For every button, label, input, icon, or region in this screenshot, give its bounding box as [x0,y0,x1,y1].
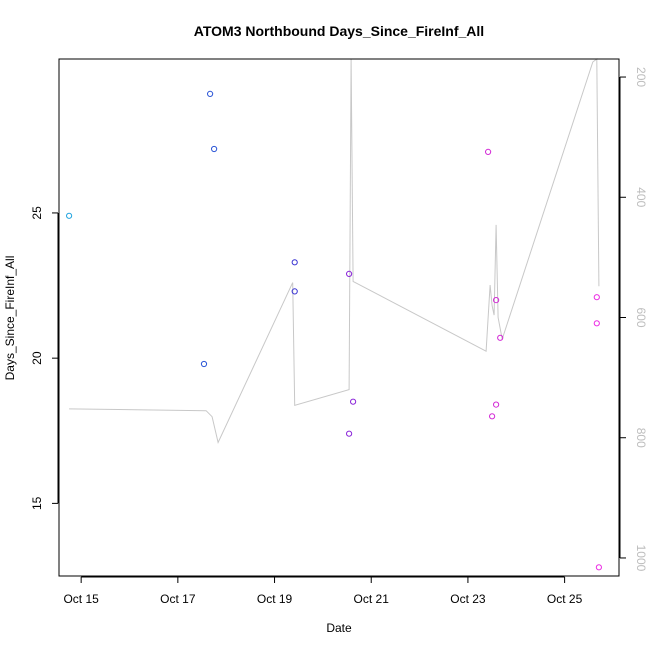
x-tick-label: Oct 17 [160,592,196,606]
data-point [350,398,357,405]
y-axis-label: Days_Since_FireInf_All [3,256,17,381]
x-tick-label: Oct 15 [63,592,99,606]
y2-tick-label: 800 [634,428,648,448]
y-tick-label: 15 [30,496,44,510]
plot-frame [58,58,620,577]
data-point [595,564,603,571]
chart-title: ATOM3 Northbound Days_Since_FireInf_All [194,23,484,39]
data-point [66,212,73,219]
data-point [493,401,500,408]
axes: Oct 15 Oct 17 Oct 19 Oct 21 Oct 23 Oct 25 15 20… [30,67,648,606]
y2-tick-label: 400 [634,187,648,207]
y-tick-label: 25 [30,206,44,220]
scatter-points [66,90,603,571]
y-tick-label: 20 [30,351,44,365]
data-point [489,413,496,420]
x-tick-label: Oct 19 [257,592,293,606]
data-point [497,334,504,341]
x-axis-label: Date [326,621,352,635]
data-point [211,145,218,153]
y2-tick-label: 600 [634,307,648,327]
x-tick-label: Oct 23 [450,592,486,606]
data-point [200,360,208,368]
data-point [593,294,600,301]
data-point [593,320,600,327]
y2-tick-label: 1000 [634,545,648,572]
data-point [493,297,500,304]
data-point [291,288,298,295]
data-point [207,90,214,98]
x-tick-label: Oct 21 [354,592,390,606]
data-point [346,270,353,277]
data-point [346,430,353,437]
data-point [291,259,298,266]
y2-tick-label: 200 [634,67,648,87]
x-tick-label: Oct 25 [547,592,583,606]
data-point [485,148,492,155]
